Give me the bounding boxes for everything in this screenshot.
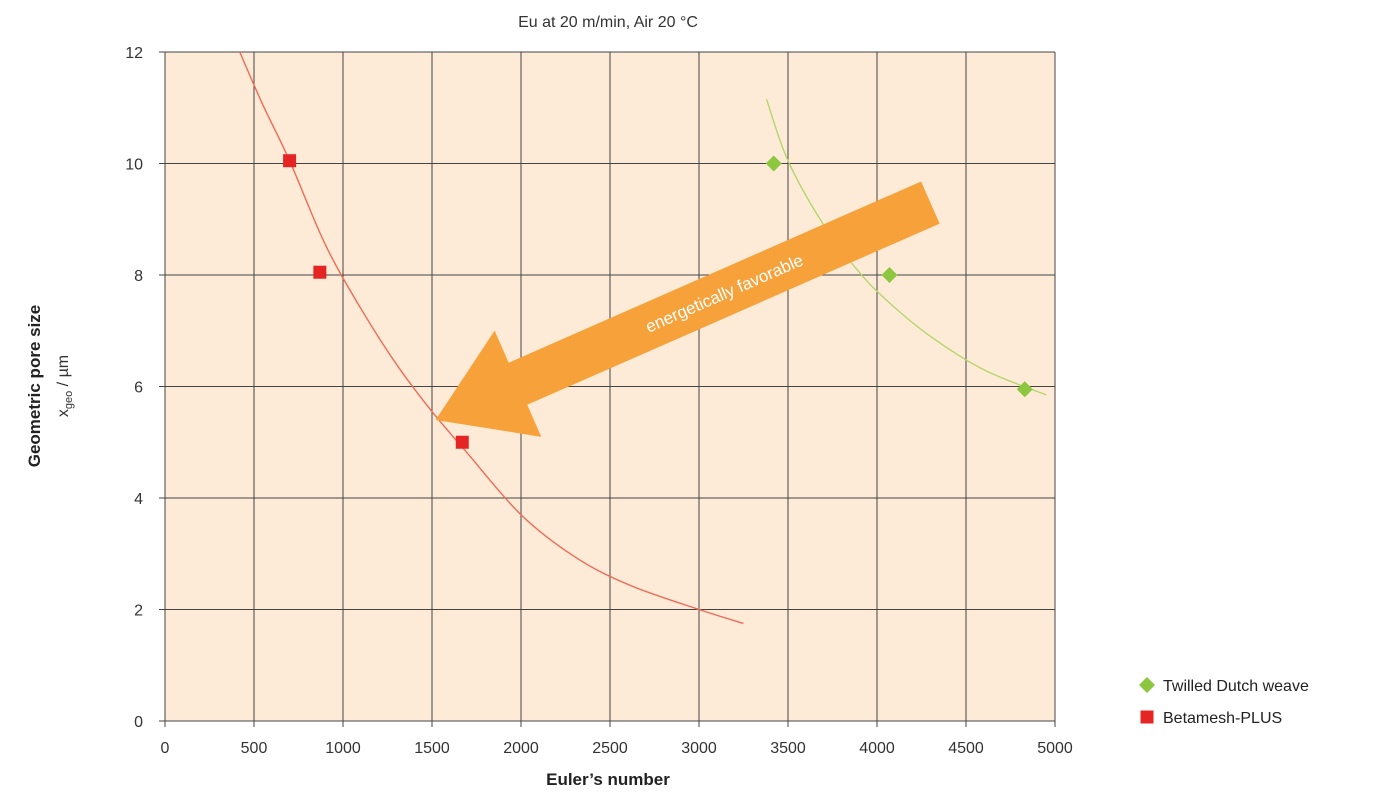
- y-tick-label-3: 6: [134, 380, 143, 397]
- x-tick-label-10: 5000: [1037, 740, 1073, 757]
- legend-marker-1: [1140, 710, 1154, 724]
- x-tick-label-1: 500: [241, 740, 268, 757]
- legend: Twilled Dutch weave Betamesh-PLUS: [1139, 677, 1309, 727]
- y-tick-label-0: 0: [134, 714, 143, 731]
- point-1-1: [313, 265, 327, 279]
- grid: [159, 51, 1056, 727]
- legend-marker-0: [1139, 677, 1155, 693]
- y-tick-label-2: 4: [134, 491, 143, 508]
- point-0-1: [881, 267, 898, 283]
- x-tick-label-6: 3000: [681, 740, 717, 757]
- favorable-direction-arrow: [435, 181, 940, 437]
- x-tick-label-0: 0: [161, 740, 170, 757]
- chart-title: Eu at 20 m/min, Air 20 °C: [518, 14, 698, 31]
- point-0-0: [765, 155, 782, 172]
- y-axis-label: Geometric pore size xgeo / µm: [25, 305, 75, 468]
- legend-label-0: Twilled Dutch weave: [1163, 678, 1309, 695]
- x-tick-label-4: 2000: [503, 740, 539, 757]
- x-tick-label-7: 3500: [770, 740, 806, 757]
- x-tick-label-9: 4500: [948, 740, 984, 757]
- y-axis-label-units: / µm: [55, 355, 72, 391]
- y-axis-label-base: x: [55, 409, 72, 417]
- y-tick-label-6: 12: [125, 45, 143, 62]
- y-axis-label-title: Geometric pore size: [25, 305, 44, 468]
- x-tick-label-5: 2500: [592, 740, 628, 757]
- x-tick-label-2: 1000: [325, 740, 361, 757]
- point-1-0: [283, 154, 297, 168]
- y-axis-label-subscript: geo: [63, 391, 75, 409]
- point-0-2: [1016, 381, 1033, 398]
- y-axis-label-unit: xgeo / µm: [55, 355, 75, 417]
- y-tick-labels: 0 2 4 6 8 10 12: [125, 45, 143, 731]
- y-tick-label-4: 8: [134, 268, 143, 285]
- x-tick-label-8: 4000: [859, 740, 895, 757]
- point-1-2: [455, 435, 469, 449]
- x-tick-labels: 0 500 1000 1500 2000 2500 3000 3500 4000 4500 5000: [161, 740, 1073, 757]
- y-tick-label-1: 2: [134, 603, 143, 620]
- trend-line-0: [765, 99, 1047, 396]
- x-axis-label: Euler’s number: [546, 770, 670, 789]
- y-tick-label-5: 10: [125, 157, 143, 174]
- x-tick-label-3: 1500: [414, 740, 450, 757]
- data-points: [283, 154, 1033, 449]
- legend-label-1: Betamesh-PLUS: [1163, 710, 1282, 727]
